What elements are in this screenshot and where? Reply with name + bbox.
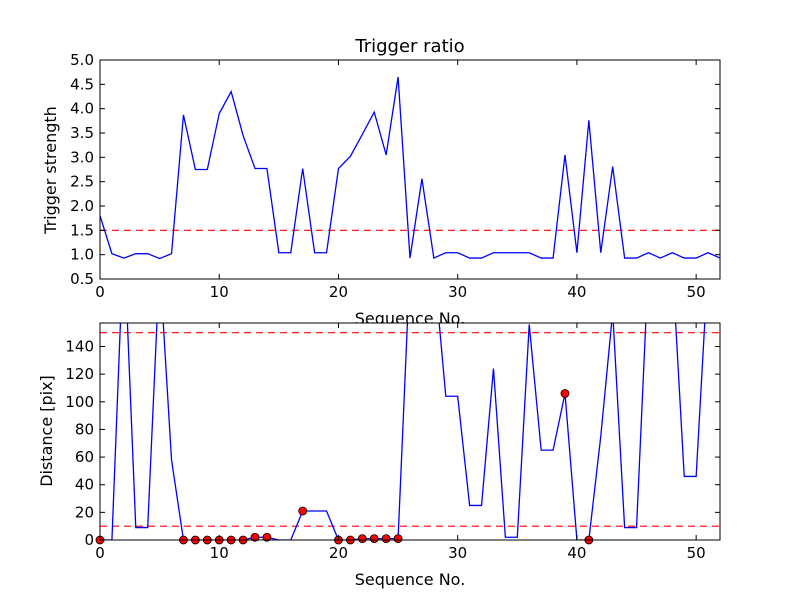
bottom-x-tick-label: 50 bbox=[687, 544, 706, 562]
bottom-marker-point bbox=[393, 534, 403, 544]
top-y-tick-label: 2.5 bbox=[70, 173, 94, 191]
bottom-x-tick-label: 0 bbox=[95, 544, 105, 562]
bottom-plot-frame bbox=[99, 322, 721, 541]
bottom-marker-point bbox=[357, 534, 367, 544]
top-series-group bbox=[100, 76, 720, 260]
bottom-series-line bbox=[100, 323, 706, 540]
top-y-tick-label: 1.0 bbox=[70, 246, 94, 264]
bottom-x-tick-label: 20 bbox=[329, 544, 348, 562]
top-series-line bbox=[100, 76, 720, 260]
bottom-x-ticks: 0 10 20 30 40 50 bbox=[95, 323, 706, 562]
top-y-axis-label: Trigger strength bbox=[41, 106, 60, 235]
top-chart-title: Trigger ratio bbox=[354, 36, 464, 57]
bottom-x-tick-label: 30 bbox=[448, 544, 467, 562]
top-y-tick-label: 5.0 bbox=[70, 51, 94, 69]
top-x-tick-label: 30 bbox=[448, 283, 467, 301]
bottom-x-axis-label: Sequence No. bbox=[355, 570, 466, 589]
bottom-marker-point bbox=[250, 532, 260, 542]
bottom-plot-background bbox=[100, 323, 720, 540]
top-y-tick-label: 4.5 bbox=[70, 75, 94, 93]
bottom-x-tick-label: 10 bbox=[210, 544, 229, 562]
bottom-marker-point bbox=[560, 389, 570, 398]
top-x-ticks: 0 10 20 30 40 50 bbox=[95, 60, 706, 301]
top-y-ticks: 0.5 1.0 1.5 2.0 2.5 3.0 3.5 4.0 4.5 5.0 bbox=[70, 51, 720, 288]
top-plot-frame bbox=[99, 59, 721, 280]
top-x-tick-label: 20 bbox=[329, 283, 348, 301]
bottom-series-group bbox=[100, 323, 706, 540]
bottom-y-tick-label: 0 bbox=[84, 531, 94, 549]
top-plot: 0 10 20 30 40 50 0.5 1.0 1.5 2.0 2.5 3.0 3.5 4.0 4.5 5… bbox=[41, 36, 721, 328]
bottom-threshold-lines bbox=[100, 332, 720, 527]
bottom-marker-point bbox=[369, 534, 379, 544]
top-y-tick-label: 3.0 bbox=[70, 148, 94, 166]
bottom-marker-point bbox=[298, 506, 308, 516]
bottom-y-tick-label: 40 bbox=[75, 476, 94, 494]
bottom-y-tick-label: 140 bbox=[65, 337, 94, 355]
top-x-tick-label: 0 bbox=[95, 283, 105, 301]
bottom-y-tick-label: 20 bbox=[75, 503, 94, 521]
top-y-tick-label: 1.5 bbox=[70, 221, 94, 239]
bottom-x-tick-label: 40 bbox=[567, 544, 586, 562]
bottom-y-tick-label: 60 bbox=[75, 448, 94, 466]
top-y-tick-label: 2.0 bbox=[70, 197, 94, 215]
top-y-tick-label: 0.5 bbox=[70, 270, 94, 288]
bottom-y-tick-label: 120 bbox=[65, 365, 94, 383]
bottom-plot: 0 10 20 30 40 50 0 20 40 60 80 100 120 140 Sequence … bbox=[37, 322, 721, 589]
top-plot-background bbox=[100, 60, 720, 279]
top-x-tick-label: 40 bbox=[567, 283, 586, 301]
top-x-tick-label: 50 bbox=[687, 283, 706, 301]
bottom-y-ticks: 0 20 40 60 80 100 120 140 bbox=[65, 337, 720, 549]
bottom-y-tick-label: 80 bbox=[75, 420, 94, 438]
bottom-marker-point bbox=[262, 532, 272, 542]
bottom-y-axis-label: Distance [pix] bbox=[37, 375, 56, 487]
top-x-tick-label: 10 bbox=[210, 283, 229, 301]
top-y-tick-label: 3.5 bbox=[70, 124, 94, 142]
top-y-tick-label: 4.0 bbox=[70, 100, 94, 118]
bottom-marker-point bbox=[381, 534, 391, 544]
bottom-y-tick-label: 100 bbox=[65, 393, 94, 411]
